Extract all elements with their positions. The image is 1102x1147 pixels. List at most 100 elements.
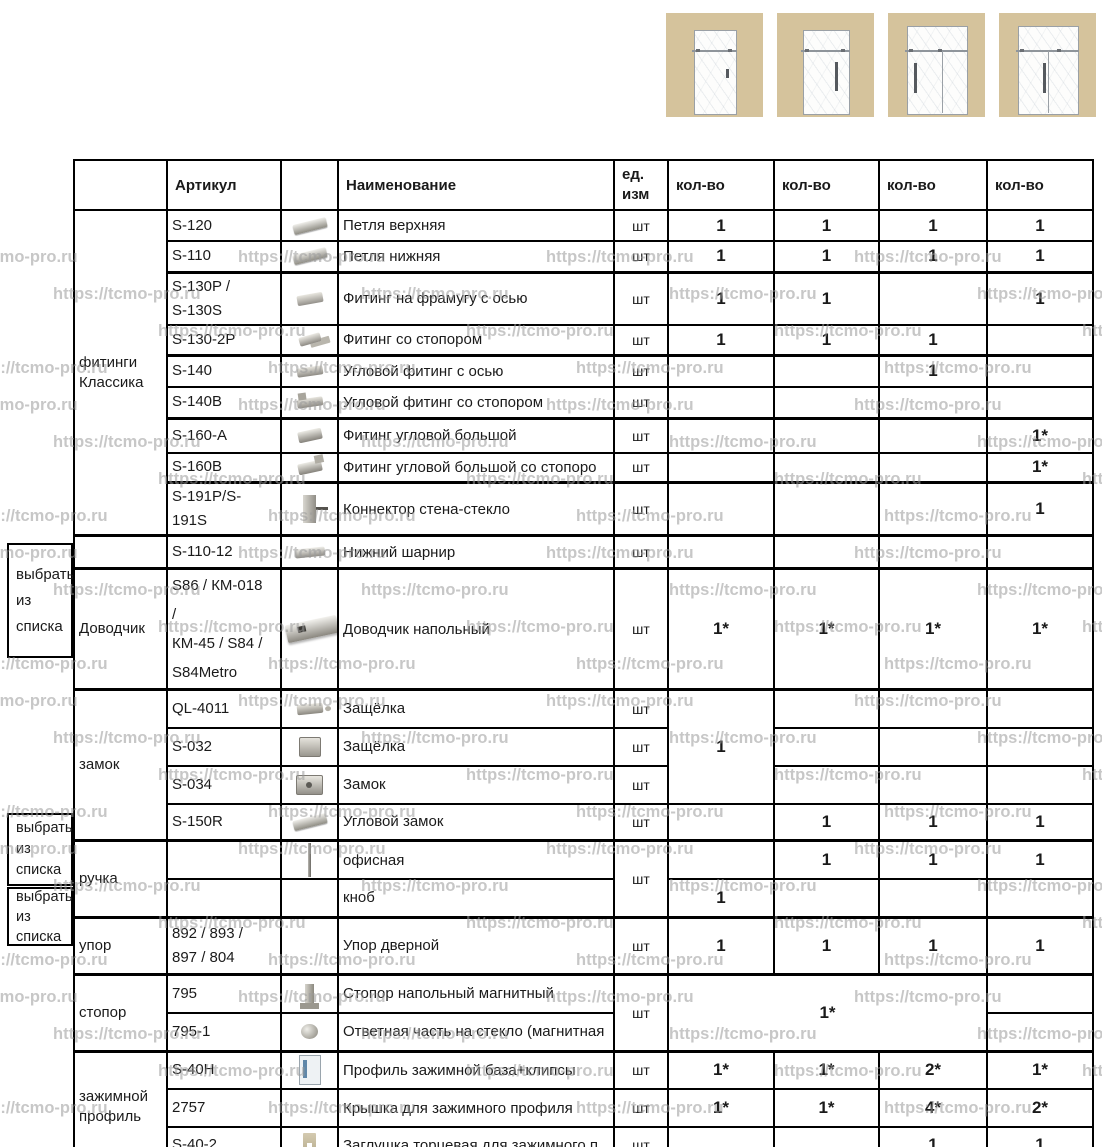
door-opening — [907, 26, 968, 115]
table-row: Доводчик S86 / КМ-018 / КМ-45 / S84 / S8… — [73, 567, 1094, 691]
photo-cell — [280, 385, 339, 420]
qty-cell — [986, 726, 1094, 767]
photo-cell — [280, 802, 339, 842]
product-photo — [303, 495, 328, 523]
product-photo — [296, 427, 323, 444]
table-row: S-130P / S-130S Фитинг на фрамугу с осью… — [74, 270, 1094, 326]
group-cell: фитинги Классика — [73, 209, 168, 537]
qty-cell — [667, 354, 775, 388]
product-photo — [296, 774, 323, 795]
qty-cell — [986, 354, 1094, 388]
qty-cell: 1 — [986, 209, 1094, 242]
choose-from-list-label-closer: выбрать из списка — [7, 543, 74, 658]
door-handle-mark — [726, 69, 729, 78]
qty-cell — [667, 417, 775, 454]
qty-cell: 1* — [667, 1049, 775, 1090]
qty-cell: 1 — [667, 270, 775, 326]
qty-cell-merged: 1* — [667, 972, 988, 1052]
name-cell: Фитинг со стопором — [337, 323, 615, 357]
qty-cell: 1 — [878, 802, 988, 842]
article-cell: S-140B — [166, 385, 282, 420]
article-cell: S86 / КМ-018 / КМ-45 / S84 / S84Metro — [166, 567, 282, 691]
qty-cell: 1 — [986, 481, 1094, 537]
table-row: кноб 1 — [74, 878, 1094, 918]
qty-cell: 2* — [986, 1088, 1094, 1128]
qty-cell: 1 — [878, 1126, 988, 1147]
qty-cell — [878, 764, 988, 805]
qty-cell: 1 — [773, 839, 880, 880]
article-cell: 795 — [166, 972, 282, 1014]
unit-cell: шт — [613, 534, 669, 570]
qty-cell — [878, 481, 988, 537]
article-cell: QL-4011 — [166, 688, 282, 729]
article-cell: 2757 — [166, 1088, 282, 1128]
qty-cell: 1 — [667, 240, 775, 273]
door-handle-mark — [914, 63, 917, 93]
table-row: S-191P/S-191S Коннектор стена-стекло шт … — [74, 481, 1094, 537]
product-photo — [291, 247, 328, 266]
qty-cell: 1 — [667, 323, 775, 357]
table-row: фитинги Классика S-120 Петля верхняя шт … — [73, 209, 1094, 537]
qty-cell: 1 — [773, 802, 880, 842]
qty-cell — [773, 417, 880, 454]
qty-cell — [878, 534, 988, 570]
qty-cell: 1 — [773, 915, 880, 975]
name-cell: Нижний шарнир — [337, 534, 615, 570]
unit-cell: шт — [613, 417, 669, 454]
name-cell: Петля верхняя — [337, 209, 615, 242]
name-header: Наименование — [337, 159, 615, 211]
unit-header: ед. изм — [613, 159, 669, 211]
article-cell: S-110-12 — [166, 534, 282, 570]
photo-cell — [280, 534, 339, 570]
article-cell — [166, 878, 282, 918]
name-cell: Замок — [337, 764, 615, 805]
photo-cell — [280, 451, 339, 484]
watermark-text: https://tcmo-pro.ru — [0, 248, 78, 266]
qty-cell: 1 — [986, 1126, 1094, 1147]
hinge-mark — [909, 49, 913, 52]
qty-cell — [773, 481, 880, 537]
table-row: S-140B Угловой фитинг со стопором шт — [74, 385, 1094, 420]
unit-cell-merged: шт — [613, 972, 669, 1052]
qty-cell: 1 — [773, 209, 880, 242]
qty-cell — [878, 726, 988, 767]
qty-cell: 1 — [878, 209, 988, 242]
door-handle-mark — [1043, 63, 1046, 93]
unit-cell: шт — [613, 1049, 669, 1090]
group-cell: упор — [73, 915, 168, 975]
qty-cell — [667, 1126, 775, 1147]
article-cell: S-191P/S-191S — [166, 481, 282, 537]
unit-cell: шт — [613, 385, 669, 420]
qty-cell: 1* — [773, 1088, 880, 1128]
qty-cell — [773, 688, 880, 729]
qty-header-2: кол-во — [773, 159, 880, 211]
parts-spec-table: Артикул Наименование ед. изм кол-во кол-… — [73, 159, 1094, 1147]
group-cell: ручка — [73, 839, 168, 918]
hinge-mark — [728, 49, 732, 52]
product-photo — [298, 736, 321, 757]
qty-cell — [878, 385, 988, 420]
photo-cell — [280, 209, 339, 242]
table-row: стопор 795 Стопор напольный магнитный шт… — [73, 972, 1094, 1052]
qty-header-1: кол-во — [667, 159, 775, 211]
qty-cell: 1* — [773, 1049, 880, 1090]
table-row: ручка офисная шт 1 1 1 — [73, 839, 1094, 918]
qty-cell-merged: 1 — [667, 688, 775, 805]
hinge-mark — [696, 49, 700, 52]
name-cell: Крышка для зажимного профиля — [337, 1088, 615, 1128]
article-cell: S-160B — [166, 451, 282, 484]
photo-cell — [280, 688, 339, 729]
qty-header-4: кол-во — [986, 159, 1094, 211]
qty-cell — [667, 802, 775, 842]
qty-cell: 1 — [986, 240, 1094, 273]
qty-cell: 1* — [986, 567, 1094, 691]
table-row: S-140 Угловой фитинг с осью шт 1 — [74, 354, 1094, 388]
door-opening — [694, 30, 737, 115]
group-cell: зажимной профиль — [73, 1049, 168, 1147]
article-cell: S-034 — [166, 764, 282, 805]
qty-cell — [773, 878, 880, 918]
photo-cell — [280, 1126, 339, 1147]
article-cell: S-130-2P — [166, 323, 282, 357]
unit-cell: шт — [613, 354, 669, 388]
transom-line — [692, 50, 737, 52]
